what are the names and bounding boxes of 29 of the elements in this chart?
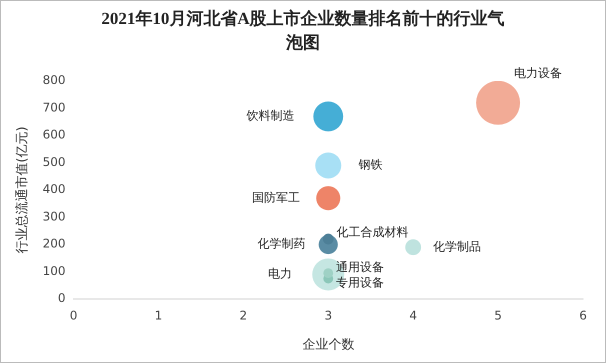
series-label: 化学制品 [433,239,482,254]
y-tick-label: 0 [58,291,66,306]
y-tick-label: 500 [42,154,66,169]
x-tick-label: 5 [494,308,502,322]
x-tick-label: 6 [579,308,587,322]
series-label: 钢铁 [357,158,382,172]
y-tick-label: 200 [42,236,66,251]
y-tick-label: 800 [42,73,66,88]
x-axis-title: 企业个数 [302,338,354,353]
series-label: 化工合成材料 [336,225,409,240]
series-label: 化学制药 [258,236,306,251]
series-label: 电力 [268,266,292,281]
series-label: 电力设备 [514,66,562,80]
series-label: 专用设备 [336,276,384,290]
y-tick-label: 300 [42,209,66,224]
x-tick-label: 1 [154,308,162,322]
y-axis-title: 行业总流通市值(亿元) [14,126,30,254]
y-tick-label: 400 [42,182,66,196]
x-tick-label: 0 [70,308,78,322]
series-label: 饮料制造 [245,108,294,123]
x-tick-label: 2 [240,308,248,322]
y-tick-label: 600 [42,128,66,142]
x-tick-label: 4 [409,308,417,322]
series-label: 国防军工 [252,190,300,204]
chart-title: 2021年10月河北省A股上市企业数量排名前十的行业气泡图 [100,8,506,54]
x-tick-label: 3 [324,308,332,322]
series-label: 通用设备 [336,260,384,274]
y-tick-label: 100 [42,264,66,278]
y-tick-label: 700 [42,100,66,114]
